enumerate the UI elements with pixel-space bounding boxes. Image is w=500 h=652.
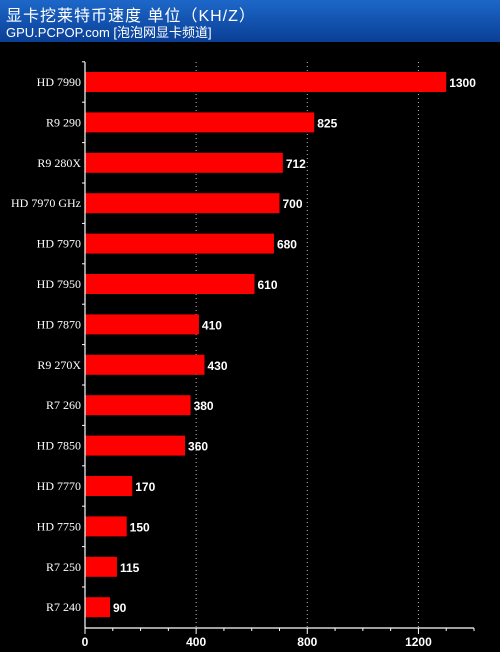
category-label: R7 260	[46, 398, 81, 412]
data-label: 90	[113, 601, 127, 615]
bar	[85, 193, 280, 214]
data-label: 680	[277, 238, 297, 252]
category-label: HD 7950	[37, 277, 81, 291]
category-label: R9 290	[46, 115, 81, 129]
bar	[85, 597, 111, 618]
bar	[85, 112, 315, 133]
data-label: 115	[120, 561, 140, 575]
data-label: 700	[283, 197, 303, 211]
bar-chart: HD 7990 1300 R9 290 825 R9 280X 712 HD 7970 GH…	[11, 61, 476, 649]
x-tick-label: 400	[186, 635, 206, 649]
data-label: 825	[317, 116, 337, 130]
x-tick-label: 0	[82, 635, 89, 649]
category-label: HD 7870	[37, 317, 81, 331]
bar	[85, 556, 117, 577]
data-label: 170	[135, 480, 155, 494]
bar	[85, 233, 274, 254]
bar	[85, 72, 447, 92]
category-label: R9 270X	[37, 358, 81, 372]
bar	[85, 395, 191, 416]
category-label: HD 7990	[37, 75, 81, 89]
bar	[85, 152, 283, 173]
bar	[85, 516, 127, 537]
data-label: 360	[188, 440, 208, 454]
x-tick-label: 800	[297, 635, 317, 649]
category-label: HD 7770	[37, 479, 81, 493]
data-label: 712	[286, 157, 306, 171]
category-label: R9 280X	[37, 156, 81, 170]
category-label: R7 240	[46, 600, 81, 614]
bar	[85, 274, 255, 294]
data-label: 150	[130, 520, 150, 534]
bar	[85, 435, 186, 456]
category-label: HD 7970 GHz	[11, 196, 81, 210]
bar	[85, 476, 133, 496]
chart-header: 显卡挖莱特币速度 单位（KH/Z） GPU.PCPOP.com [泡泡网显卡频道…	[0, 0, 500, 42]
data-label: 410	[202, 318, 222, 332]
data-label: 1300	[449, 76, 476, 90]
chart-source: GPU.PCPOP.com [泡泡网显卡频道]	[6, 25, 212, 40]
bar	[85, 314, 199, 335]
category-label: HD 7850	[37, 439, 81, 453]
category-label: HD 7750	[37, 519, 81, 533]
category-label: HD 7970	[37, 237, 81, 251]
data-label: 430	[207, 359, 227, 373]
bar	[85, 354, 205, 375]
data-label: 380	[194, 399, 214, 413]
chart-title: 显卡挖莱特币速度 单位（KH/Z）	[6, 8, 256, 25]
x-tick-label: 1200	[405, 635, 432, 649]
data-label: 610	[257, 278, 277, 292]
category-label: R7 250	[46, 560, 81, 574]
